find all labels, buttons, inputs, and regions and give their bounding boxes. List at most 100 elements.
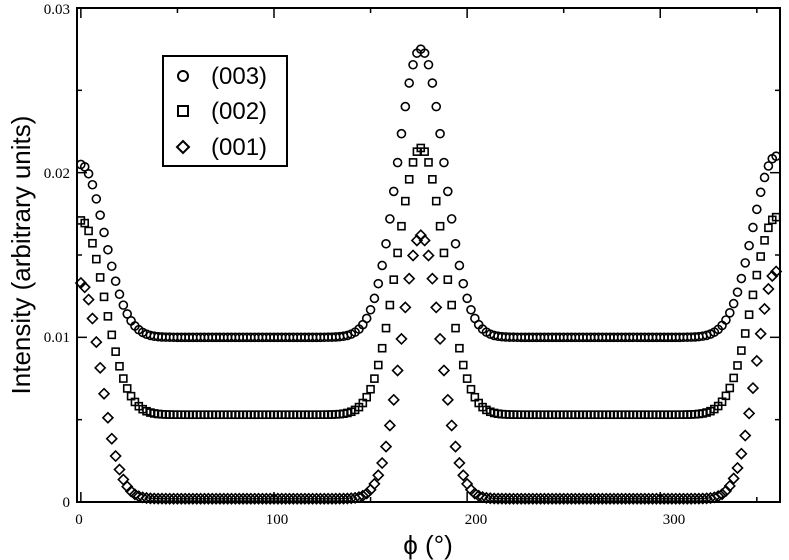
data-point-diamond	[437, 364, 451, 377]
data-point-circle	[79, 162, 90, 172]
data-point-circle	[377, 260, 387, 271]
legend-square-marker	[177, 105, 189, 117]
data-point-diamond	[144, 492, 157, 505]
data-point-diamond	[136, 491, 149, 504]
data-point-circle	[454, 260, 465, 271]
data-point-circle	[91, 194, 102, 204]
data-point-square	[764, 223, 773, 233]
data-point-diamond	[430, 301, 443, 314]
data-point-circle	[385, 214, 395, 224]
data-point-circle	[103, 244, 113, 255]
data-point-square	[115, 361, 124, 371]
data-point-diamond	[762, 282, 775, 296]
data-point-square	[122, 384, 132, 393]
data-point-circle	[443, 186, 453, 197]
data-point-circle	[755, 187, 766, 198]
data-point-square	[756, 252, 765, 261]
data-point-square	[92, 254, 101, 264]
data-point-circle	[744, 240, 754, 251]
data-point-square	[733, 361, 742, 370]
data-point-circle	[446, 214, 457, 224]
data-point-diamond	[105, 432, 118, 445]
y-tick-label-2: 0.02	[44, 166, 70, 182]
data-point-diamond	[742, 407, 756, 420]
data-point-square	[111, 347, 120, 356]
data-point-diamond	[418, 234, 431, 247]
data-point-square	[84, 226, 93, 236]
data-point-diamond	[376, 456, 389, 470]
data-point-diamond	[750, 354, 763, 368]
data-point-square	[80, 218, 90, 228]
data-point-circle	[771, 151, 781, 161]
data-point-circle	[118, 300, 129, 310]
data-point-circle	[728, 298, 739, 309]
data-point-circle	[404, 78, 414, 88]
data-point-square	[455, 343, 464, 353]
data-point-diamond	[90, 335, 103, 349]
x-tick-label-2: 200	[465, 512, 488, 528]
data-point-square	[760, 236, 769, 245]
data-point-circle	[759, 172, 770, 183]
data-point-diamond	[723, 479, 736, 493]
data-point-circle	[740, 258, 751, 268]
data-point-diamond	[453, 456, 466, 470]
data-point-diamond	[94, 361, 107, 375]
data-point-square	[370, 374, 379, 383]
data-point-square	[420, 147, 429, 156]
data-point-circle	[724, 308, 735, 318]
data-point-circle	[763, 161, 774, 171]
data-point-diamond	[78, 281, 91, 294]
data-point-diamond	[426, 272, 439, 285]
data-point-circle	[408, 59, 418, 70]
data-point-square	[393, 248, 402, 258]
data-point-diamond	[403, 272, 416, 285]
x-tick-label-3: 300	[663, 512, 686, 528]
data-point-square	[744, 310, 754, 319]
data-point-circle	[381, 238, 391, 249]
data-point-square	[435, 221, 445, 231]
data-point-square	[721, 391, 731, 401]
data-point-circle	[439, 157, 449, 168]
data-point-diamond	[731, 461, 744, 475]
data-point-square	[88, 238, 97, 248]
data-point-diamond	[372, 469, 385, 482]
data-point-square	[771, 212, 781, 222]
data-point-circle	[95, 210, 105, 220]
data-point-square	[439, 248, 449, 258]
data-point-square	[95, 273, 105, 282]
data-point-diamond	[109, 449, 122, 463]
legend: (003) (002) (001)	[162, 55, 288, 167]
y-tick-label-1: 0.01	[44, 330, 70, 346]
data-point-circle	[748, 222, 758, 233]
data-point-square	[752, 270, 762, 280]
data-point-diamond	[395, 332, 408, 346]
data-point-diamond	[82, 293, 95, 306]
data-point-diamond	[484, 492, 497, 505]
data-point-diamond	[727, 472, 740, 485]
data-point-square	[119, 374, 128, 383]
data-point-square	[401, 196, 410, 206]
data-point-square	[451, 323, 460, 333]
data-point-square	[458, 360, 468, 370]
data-point-square	[381, 323, 391, 333]
legend-label-002: (002)	[211, 98, 267, 125]
data-point-diamond	[406, 249, 420, 262]
data-point-diamond	[132, 490, 145, 503]
data-point-square	[366, 384, 375, 394]
legend-diamond-marker	[175, 139, 191, 155]
y-axis-title: Intensity (arbitrary units)	[6, 116, 36, 395]
data-markers	[74, 44, 783, 505]
data-point-diamond	[766, 269, 779, 283]
data-point-square	[740, 329, 750, 338]
data-point-diamond	[360, 487, 373, 500]
data-point-circle	[462, 293, 472, 304]
data-point-diamond	[391, 364, 404, 377]
y-tick-label-0: 0	[63, 495, 71, 511]
data-point-circle	[732, 287, 743, 297]
legend-label-003: (003)	[211, 63, 267, 90]
data-point-diamond	[441, 393, 454, 406]
x-tick-label-0: 0	[75, 512, 83, 528]
data-point-circle	[400, 101, 411, 112]
data-point-circle	[373, 278, 384, 289]
data-point-square	[373, 360, 383, 370]
